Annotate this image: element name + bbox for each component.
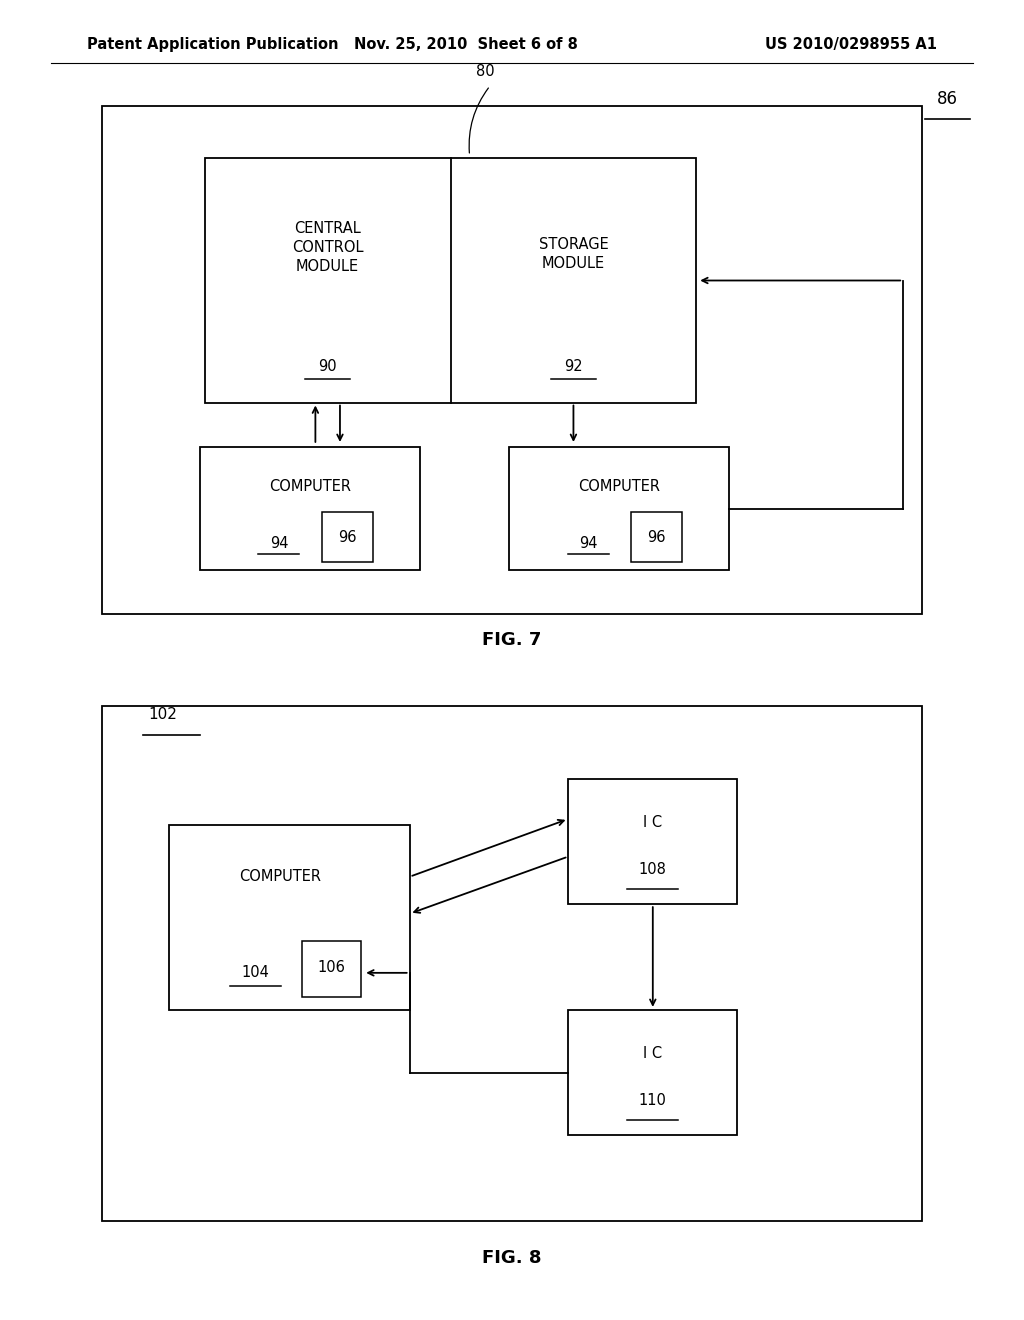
Text: 96: 96 xyxy=(338,529,356,545)
Text: US 2010/0298955 A1: US 2010/0298955 A1 xyxy=(765,37,937,53)
Bar xyxy=(102,706,922,1221)
Bar xyxy=(102,106,922,614)
Text: COMPUTER: COMPUTER xyxy=(239,870,321,884)
Text: 92: 92 xyxy=(564,359,583,375)
Text: I C: I C xyxy=(643,816,663,830)
Text: 94: 94 xyxy=(579,536,597,552)
Bar xyxy=(322,512,373,562)
Text: I C: I C xyxy=(643,1047,663,1061)
Bar xyxy=(205,158,696,403)
Text: 104: 104 xyxy=(242,965,269,981)
Text: 90: 90 xyxy=(318,359,337,375)
Text: 86: 86 xyxy=(937,90,957,108)
Text: 80: 80 xyxy=(476,65,495,79)
Text: 102: 102 xyxy=(148,708,177,722)
Text: FIG. 7: FIG. 7 xyxy=(482,631,542,649)
Text: 108: 108 xyxy=(639,862,667,876)
Text: STORAGE
MODULE: STORAGE MODULE xyxy=(539,238,608,271)
Text: Nov. 25, 2010  Sheet 6 of 8: Nov. 25, 2010 Sheet 6 of 8 xyxy=(354,37,578,53)
Text: 110: 110 xyxy=(639,1093,667,1107)
Bar xyxy=(509,447,729,570)
Text: CENTRAL
CONTROL
MODULE: CENTRAL CONTROL MODULE xyxy=(292,222,364,273)
Text: FIG. 8: FIG. 8 xyxy=(482,1249,542,1267)
Text: COMPUTER: COMPUTER xyxy=(578,479,660,494)
Bar xyxy=(568,1010,737,1135)
Bar xyxy=(631,512,682,562)
Text: 106: 106 xyxy=(317,960,345,975)
Text: 94: 94 xyxy=(269,536,288,552)
Bar xyxy=(169,825,410,1010)
Text: Patent Application Publication: Patent Application Publication xyxy=(87,37,339,53)
Text: COMPUTER: COMPUTER xyxy=(268,479,351,494)
Text: 96: 96 xyxy=(647,529,666,545)
Bar xyxy=(302,941,361,997)
Bar xyxy=(200,447,420,570)
Bar xyxy=(568,779,737,904)
